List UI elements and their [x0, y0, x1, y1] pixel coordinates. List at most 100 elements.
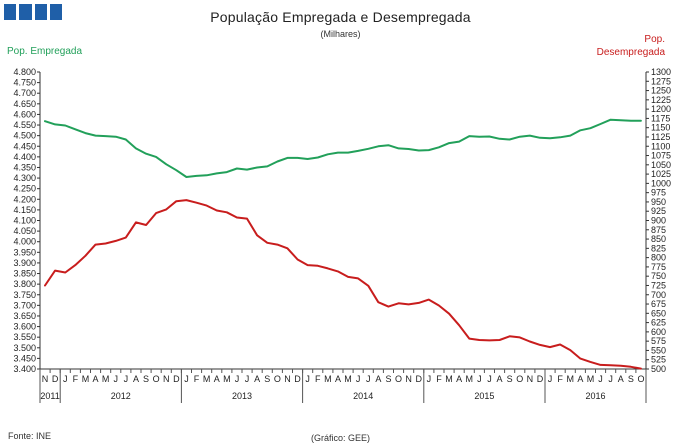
- month-tick-label: J: [245, 374, 250, 384]
- right-axis-ticks: 5005255505756006256506757007257507758008…: [645, 67, 671, 374]
- right-tick-label: 950: [651, 197, 666, 207]
- month-tick-label: M: [344, 374, 352, 384]
- right-tick-label: 1100: [651, 141, 670, 151]
- left-tick-label: 4.500: [13, 131, 36, 141]
- right-tick-label: 1000: [651, 178, 671, 188]
- month-tick-label: F: [315, 374, 321, 384]
- month-tick-label: A: [497, 374, 503, 384]
- right-tick-label: 500: [651, 364, 666, 374]
- month-tick-label: D: [416, 374, 423, 384]
- month-tick-label: J: [487, 374, 492, 384]
- month-tick-label: J: [608, 374, 613, 384]
- chart-title: População Empregada e Desempregada: [210, 9, 471, 25]
- left-tick-label: 4.750: [13, 78, 36, 88]
- right-tick-label: 800: [651, 253, 666, 263]
- right-axis-label: Pop. Desempregada: [597, 33, 665, 59]
- left-tick-label: 3.500: [13, 343, 36, 353]
- month-tick-label: D: [173, 374, 180, 384]
- left-tick-label: 3.850: [13, 269, 36, 279]
- month-tick-label: J: [235, 374, 240, 384]
- right-tick-label: 1125: [651, 132, 670, 142]
- left-tick-label: 4.550: [13, 120, 36, 130]
- right-tick-label: 775: [651, 262, 666, 272]
- chart-subtitle: (Milhares): [320, 29, 361, 39]
- right-tick-label: 1150: [651, 123, 670, 133]
- month-tick-label: O: [274, 374, 281, 384]
- employed-series-line: [44, 118, 642, 178]
- month-tick-label: F: [436, 374, 442, 384]
- right-tick-label: 900: [651, 216, 666, 226]
- month-tick-label: J: [124, 374, 129, 384]
- right-tick-label: 575: [651, 336, 666, 346]
- right-tick-label: 1025: [651, 169, 671, 179]
- left-tick-label: 4.100: [13, 216, 36, 226]
- month-tick-label: M: [466, 374, 474, 384]
- month-tick-label: M: [324, 374, 332, 384]
- month-tick-label: O: [153, 374, 160, 384]
- month-tick-label: J: [114, 374, 119, 384]
- month-tick-label: M: [567, 374, 575, 384]
- month-tick-label: S: [264, 374, 270, 384]
- left-tick-label: 3.950: [13, 247, 36, 257]
- month-tick-label: M: [82, 374, 90, 384]
- month-tick-label: D: [537, 374, 544, 384]
- left-tick-label: 4.800: [13, 67, 36, 77]
- left-tick-label: 3.800: [13, 279, 36, 289]
- series-lines: [44, 118, 642, 370]
- month-tick-label: N: [527, 374, 534, 384]
- left-axis-ticks: 3.4003.4503.5003.5503.6003.6503.7003.750…: [13, 67, 41, 374]
- year-tick-label: 2016: [585, 391, 605, 401]
- month-tick-label: A: [618, 374, 624, 384]
- source-note: Fonte: INE: [8, 431, 52, 441]
- right-tick-label: 675: [651, 299, 666, 309]
- left-tick-label: 4.200: [13, 194, 36, 204]
- left-tick-label: 4.000: [13, 237, 36, 247]
- month-tick-label: F: [194, 374, 200, 384]
- month-tick-label: F: [557, 374, 563, 384]
- year-tick-label: 2014: [353, 391, 373, 401]
- right-axis-label-line1: Pop.: [644, 34, 665, 45]
- month-tick-label: S: [628, 374, 634, 384]
- month-tick-label: M: [203, 374, 211, 384]
- left-tick-label: 4.450: [13, 141, 36, 151]
- year-tick-label: 2012: [111, 391, 131, 401]
- right-tick-label: 1075: [651, 151, 671, 161]
- month-tick-label: M: [102, 374, 110, 384]
- right-tick-label: 725: [651, 280, 666, 290]
- year-tick-label: 2013: [232, 391, 252, 401]
- month-tick-label: O: [637, 374, 644, 384]
- left-tick-label: 3.550: [13, 332, 36, 342]
- month-tick-label: A: [375, 374, 381, 384]
- month-tick-label: J: [548, 374, 553, 384]
- left-tick-label: 4.300: [13, 173, 36, 183]
- month-tick-label: J: [427, 374, 432, 384]
- chart-credit: (Gráfico: GEE): [310, 433, 370, 443]
- right-tick-label: 825: [651, 243, 666, 253]
- right-tick-label: 600: [651, 327, 666, 337]
- right-tick-label: 750: [651, 271, 666, 281]
- month-tick-label: J: [356, 374, 361, 384]
- right-tick-label: 925: [651, 206, 666, 216]
- left-tick-label: 3.600: [13, 322, 36, 332]
- month-tick-label: A: [456, 374, 462, 384]
- month-tick-label: O: [516, 374, 523, 384]
- month-tick-label: J: [63, 374, 68, 384]
- year-tick-label: 2015: [474, 391, 494, 401]
- right-tick-label: 1275: [651, 76, 671, 86]
- month-tick-label: S: [507, 374, 513, 384]
- month-tick-label: J: [184, 374, 189, 384]
- left-tick-label: 3.750: [13, 290, 36, 300]
- right-tick-label: 1175: [651, 113, 670, 123]
- month-tick-label: J: [477, 374, 482, 384]
- month-tick-label: F: [73, 374, 79, 384]
- left-tick-label: 3.650: [13, 311, 36, 321]
- month-tick-label: A: [254, 374, 260, 384]
- left-tick-label: 4.650: [13, 99, 36, 109]
- month-tick-label: S: [143, 374, 149, 384]
- right-tick-label: 525: [651, 355, 666, 365]
- right-tick-label: 1300: [651, 67, 671, 77]
- month-tick-label: N: [163, 374, 170, 384]
- month-tick-label: M: [445, 374, 453, 384]
